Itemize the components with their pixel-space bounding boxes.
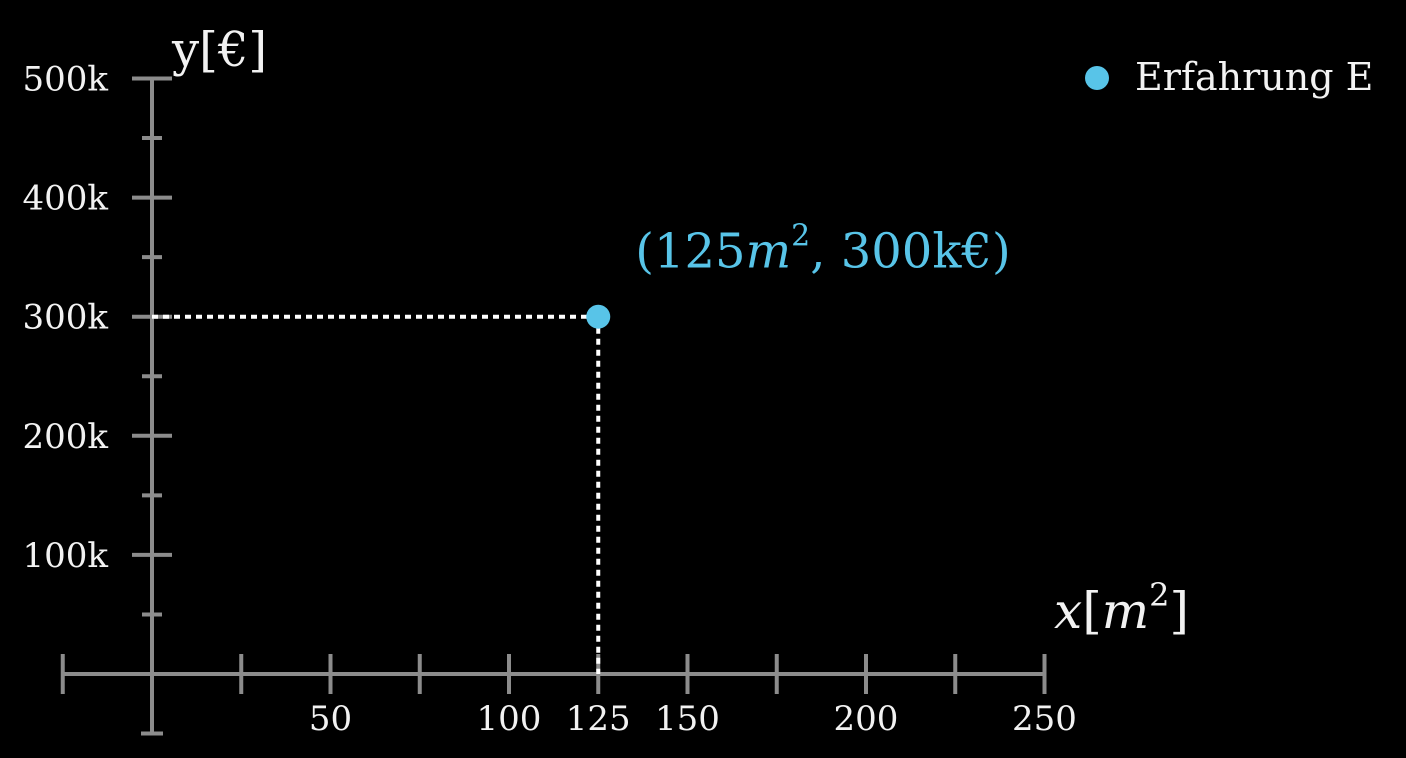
data-points <box>586 304 611 329</box>
y-tick-label: 400k <box>23 179 109 219</box>
y-tick-label: 500k <box>23 60 109 100</box>
guide-lines <box>152 314 601 674</box>
x-axis-title-sup: 2 <box>1149 576 1169 614</box>
labels: (125m2, 300k€) <box>635 219 1010 280</box>
legend: Erfahrung E <box>1085 55 1373 99</box>
point-label-open: (125 <box>635 224 745 280</box>
legend-marker <box>1085 66 1109 90</box>
x-axis-title: x[m2] <box>1054 576 1189 640</box>
point-label-sup: 2 <box>791 219 810 254</box>
x-tick-label: 100 <box>477 699 542 739</box>
x-tick-label: 125 <box>566 699 631 739</box>
x-tick-label: 50 <box>309 699 352 739</box>
x-tick-label: 200 <box>834 699 899 739</box>
x-axis-title-bracket: [ <box>1082 582 1102 640</box>
point-label-rest: , 300k€) <box>810 224 1010 280</box>
x-tick-label: 150 <box>655 699 720 739</box>
point-label: (125m2, 300k€) <box>635 219 1010 280</box>
y-tick-label: 200k <box>23 417 109 457</box>
axes: 50 100 125 150 200 250 100k 200k 300k 400k 500k y[€… <box>23 22 1190 739</box>
y-tick-label: 100k <box>23 536 109 576</box>
x-axis-title-var: x <box>1054 582 1082 640</box>
data-point <box>586 304 611 329</box>
x-axis-title-unit: m <box>1102 582 1149 640</box>
x-axis-title-bracket: ] <box>1170 582 1190 640</box>
y-tick-label: 300k <box>23 298 109 338</box>
legend-label: Erfahrung E <box>1135 55 1373 99</box>
y-axis-title: y[€] <box>171 22 267 78</box>
x-tick-label: 250 <box>1012 699 1077 739</box>
point-label-var: m <box>746 224 792 280</box>
